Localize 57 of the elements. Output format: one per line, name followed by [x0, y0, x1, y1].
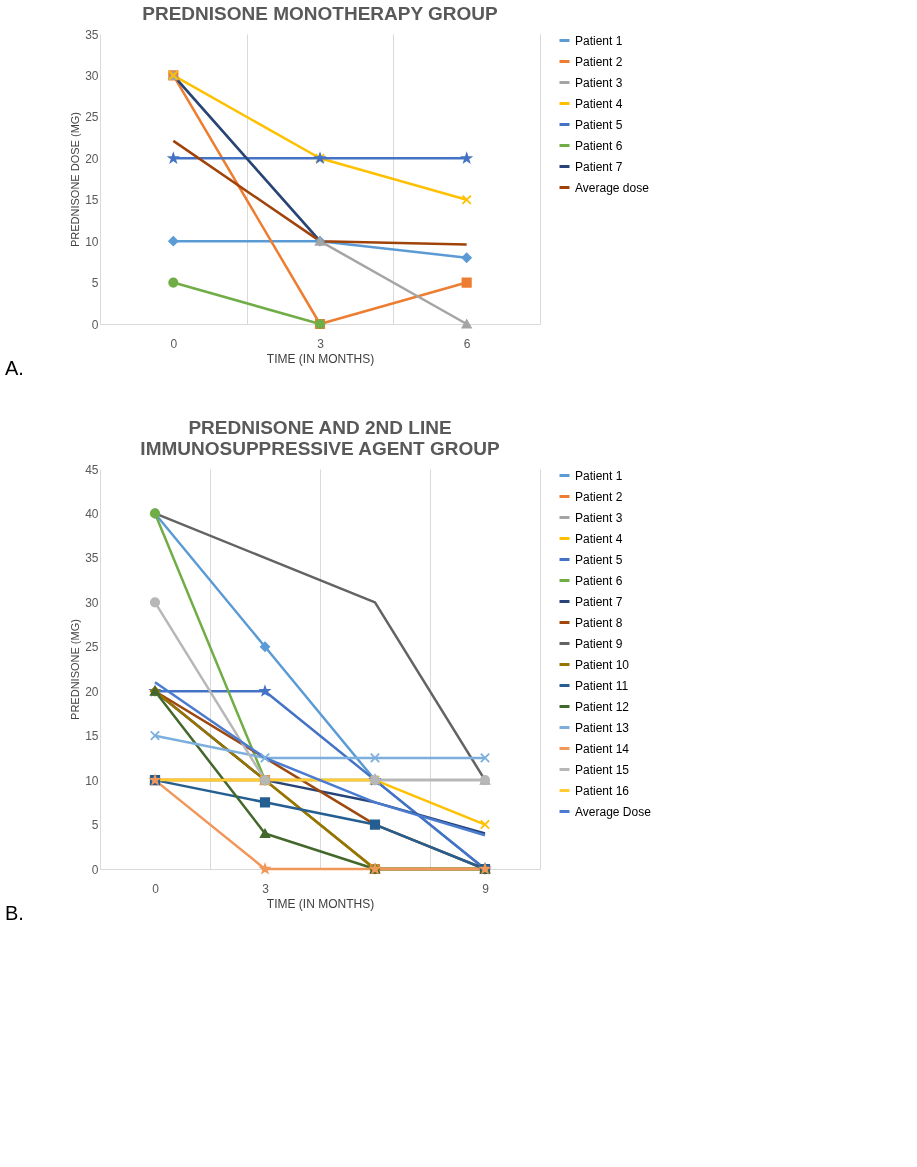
- y-tick-label: 0: [91, 862, 99, 877]
- legend-label: Patient 2: [575, 489, 623, 504]
- x-tick-label: 3: [317, 336, 325, 351]
- y-tick-label: 20: [85, 151, 99, 166]
- y-tick-label: 30: [85, 68, 99, 83]
- x-tick-label: 9: [482, 881, 490, 896]
- x-tick-label: 6: [463, 336, 471, 351]
- x-tick-label: 0: [152, 881, 160, 896]
- y-tick-label: 5: [91, 818, 99, 833]
- legend-label: Patient 5: [575, 552, 623, 567]
- legend-label: Patient 2: [575, 54, 623, 69]
- legend-label: Patient 1: [575, 468, 623, 483]
- y-tick-label: 10: [85, 234, 99, 249]
- x-axis-title: TIME (IN MONTHS): [266, 896, 375, 911]
- chart-title: PREDNISONE AND 2ND LINE IMMUNOSUPPRESSIVE AGENT GROUP: [140, 417, 500, 459]
- y-tick-label: 10: [85, 773, 99, 788]
- legend-label: Patient 9: [575, 636, 623, 651]
- y-tick-label: 15: [85, 193, 99, 208]
- x-tick-label: 3: [262, 881, 270, 896]
- y-tick-label: 0: [91, 317, 99, 332]
- legend-label: Patient 12: [575, 699, 630, 714]
- legend-label: Patient 6: [575, 573, 623, 588]
- text: B.: [5, 902, 24, 924]
- y-tick-label: 35: [85, 27, 99, 42]
- legend-label: Average dose: [575, 180, 650, 195]
- x-axis-title: TIME (IN MONTHS): [266, 351, 375, 366]
- y-tick-label: 15: [85, 729, 99, 744]
- y-tick-label: 25: [85, 640, 99, 655]
- y-tick-label: 5: [91, 276, 99, 291]
- legend-label: Patient 8: [575, 615, 623, 630]
- legend-label: Patient 15: [575, 762, 630, 777]
- legend-label: Patient 14: [575, 741, 630, 756]
- y-axis-title: PREDNISONE DOSE (MG): [69, 111, 82, 248]
- legend-label: Patient 1: [575, 33, 623, 48]
- legend-label: Patient 7: [575, 594, 623, 609]
- legend-label: Patient 3: [575, 75, 623, 90]
- legend-label: Patient 5: [575, 117, 623, 132]
- legend-label: Patient 4: [575, 96, 623, 111]
- y-tick-label: 20: [85, 684, 99, 699]
- x-tick-label: 0: [170, 336, 178, 351]
- y-tick-label: 30: [85, 595, 99, 610]
- y-axis-title: PREDNISONE (MG): [69, 619, 82, 720]
- legend-label: Patient 6: [575, 138, 623, 153]
- legend-label: Patient 16: [575, 783, 630, 798]
- legend-label: Patient 13: [575, 720, 630, 735]
- y-tick-label: 25: [85, 110, 99, 125]
- chart-title: PREDNISONE MONOTHERAPY GROUP: [142, 3, 499, 24]
- legend-label: Patient 10: [575, 657, 630, 672]
- y-tick-label: 45: [85, 462, 99, 477]
- text: A.: [5, 357, 24, 379]
- legend-label: Patient 11: [575, 678, 629, 693]
- legend-label: Patient 4: [575, 531, 623, 546]
- legend-label: Patient 7: [575, 159, 623, 174]
- y-tick-label: 40: [85, 506, 99, 521]
- legend-label: Average Dose: [575, 804, 652, 819]
- y-tick-label: 35: [85, 551, 99, 566]
- legend-label: Patient 3: [575, 510, 623, 525]
